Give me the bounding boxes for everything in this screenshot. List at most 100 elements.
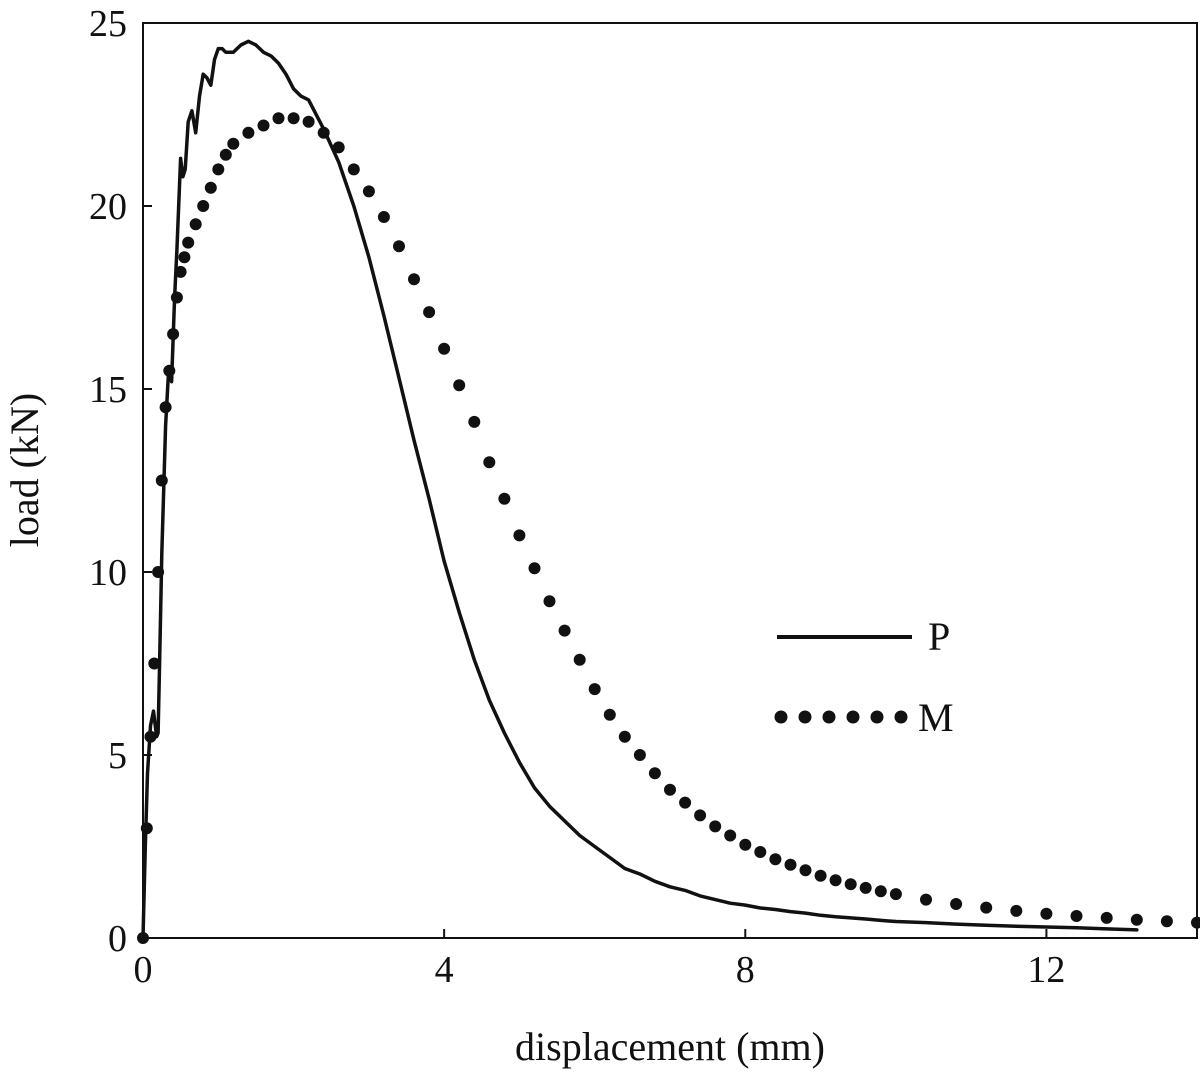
x-tick-label: 8 bbox=[736, 949, 755, 991]
data-point bbox=[212, 163, 225, 176]
data-point bbox=[920, 893, 932, 906]
data-point bbox=[362, 185, 375, 198]
data-point bbox=[1130, 913, 1143, 926]
legend-label-p: P bbox=[928, 614, 950, 659]
data-point bbox=[302, 115, 315, 128]
data-point bbox=[769, 853, 782, 866]
y-tick-label: 5 bbox=[108, 735, 127, 777]
data-point bbox=[799, 864, 812, 877]
data-point bbox=[287, 112, 300, 125]
data-point bbox=[144, 730, 157, 743]
data-point bbox=[1010, 904, 1023, 917]
data-point bbox=[528, 562, 541, 575]
data-point bbox=[754, 846, 767, 858]
data-point bbox=[174, 265, 187, 278]
data-point bbox=[844, 878, 857, 891]
legend-dot bbox=[798, 710, 812, 724]
data-point bbox=[694, 809, 707, 822]
data-point bbox=[664, 783, 676, 796]
data-point bbox=[242, 126, 255, 139]
data-point bbox=[332, 141, 345, 154]
data-point bbox=[393, 240, 405, 253]
data-point bbox=[453, 379, 466, 392]
legend-dot bbox=[822, 710, 836, 724]
x-tick-label: 4 bbox=[435, 949, 454, 991]
data-point bbox=[140, 822, 153, 835]
legend-dot bbox=[846, 710, 860, 724]
data-point bbox=[889, 888, 902, 901]
y-tick-label: 10 bbox=[89, 552, 127, 594]
data-point bbox=[257, 119, 270, 132]
data-point bbox=[980, 901, 993, 914]
legend-dot bbox=[870, 710, 884, 724]
data-point bbox=[377, 211, 390, 223]
data-point bbox=[724, 829, 737, 842]
data-point bbox=[1100, 911, 1113, 924]
data-point bbox=[438, 342, 451, 355]
plot-border bbox=[142, 22, 1198, 939]
y-tick-label: 20 bbox=[89, 186, 127, 228]
y-axis-title: load (kN) bbox=[2, 393, 47, 547]
data-point bbox=[1191, 916, 1200, 929]
data-point bbox=[784, 858, 797, 871]
data-point bbox=[197, 200, 210, 212]
data-point bbox=[408, 273, 420, 286]
plot-frame bbox=[142, 22, 1198, 939]
data-point bbox=[483, 456, 496, 469]
data-point bbox=[167, 328, 180, 341]
data-point bbox=[603, 708, 616, 721]
data-point bbox=[468, 415, 481, 428]
data-point bbox=[679, 796, 692, 809]
data-point bbox=[347, 163, 360, 176]
data-point bbox=[829, 874, 842, 887]
data-point bbox=[709, 820, 722, 833]
data-point bbox=[874, 885, 887, 898]
data-point bbox=[152, 566, 165, 578]
data-point bbox=[573, 653, 586, 666]
legend: P M bbox=[774, 614, 954, 740]
series-dots-m bbox=[137, 112, 1200, 944]
legend-dot bbox=[894, 710, 908, 724]
series-line-p bbox=[141, 39, 1139, 940]
data-point bbox=[159, 401, 172, 414]
data-point bbox=[178, 251, 191, 264]
x-tick-label: 12 bbox=[1027, 949, 1065, 991]
data-point bbox=[648, 767, 661, 780]
series-layer bbox=[137, 39, 1200, 944]
data-point bbox=[513, 529, 526, 542]
data-point bbox=[633, 749, 646, 761]
data-point bbox=[155, 474, 168, 487]
y-tick-label: 0 bbox=[108, 918, 127, 960]
data-point bbox=[1070, 910, 1083, 922]
data-point bbox=[182, 236, 195, 249]
y-axis-ticks: 0 5 10 15 20 25 bbox=[89, 3, 152, 960]
data-point bbox=[558, 624, 571, 637]
data-point bbox=[498, 492, 511, 505]
data-point bbox=[163, 364, 176, 377]
data-point bbox=[189, 218, 202, 231]
data-point bbox=[859, 881, 872, 894]
y-tick-label: 15 bbox=[89, 369, 127, 411]
data-point bbox=[170, 291, 183, 304]
x-axis-ticks: 0 4 8 12 bbox=[134, 929, 1065, 991]
y-tick-label: 25 bbox=[89, 3, 127, 45]
legend-dot bbox=[774, 710, 788, 724]
data-point bbox=[588, 683, 601, 696]
data-point bbox=[317, 126, 330, 139]
data-point bbox=[148, 657, 161, 670]
data-point bbox=[814, 869, 827, 882]
data-point bbox=[204, 181, 217, 194]
legend-label-m: M bbox=[918, 695, 954, 740]
data-point bbox=[950, 898, 963, 910]
data-point bbox=[219, 148, 232, 161]
data-point bbox=[423, 306, 436, 319]
data-point bbox=[1040, 907, 1053, 920]
data-point bbox=[227, 137, 240, 150]
data-point bbox=[272, 112, 285, 125]
data-point bbox=[618, 730, 631, 743]
data-point bbox=[1160, 915, 1173, 928]
legend-swatch-m bbox=[774, 710, 908, 724]
x-axis-title: displacement (mm) bbox=[515, 1024, 825, 1069]
data-point bbox=[543, 595, 556, 608]
